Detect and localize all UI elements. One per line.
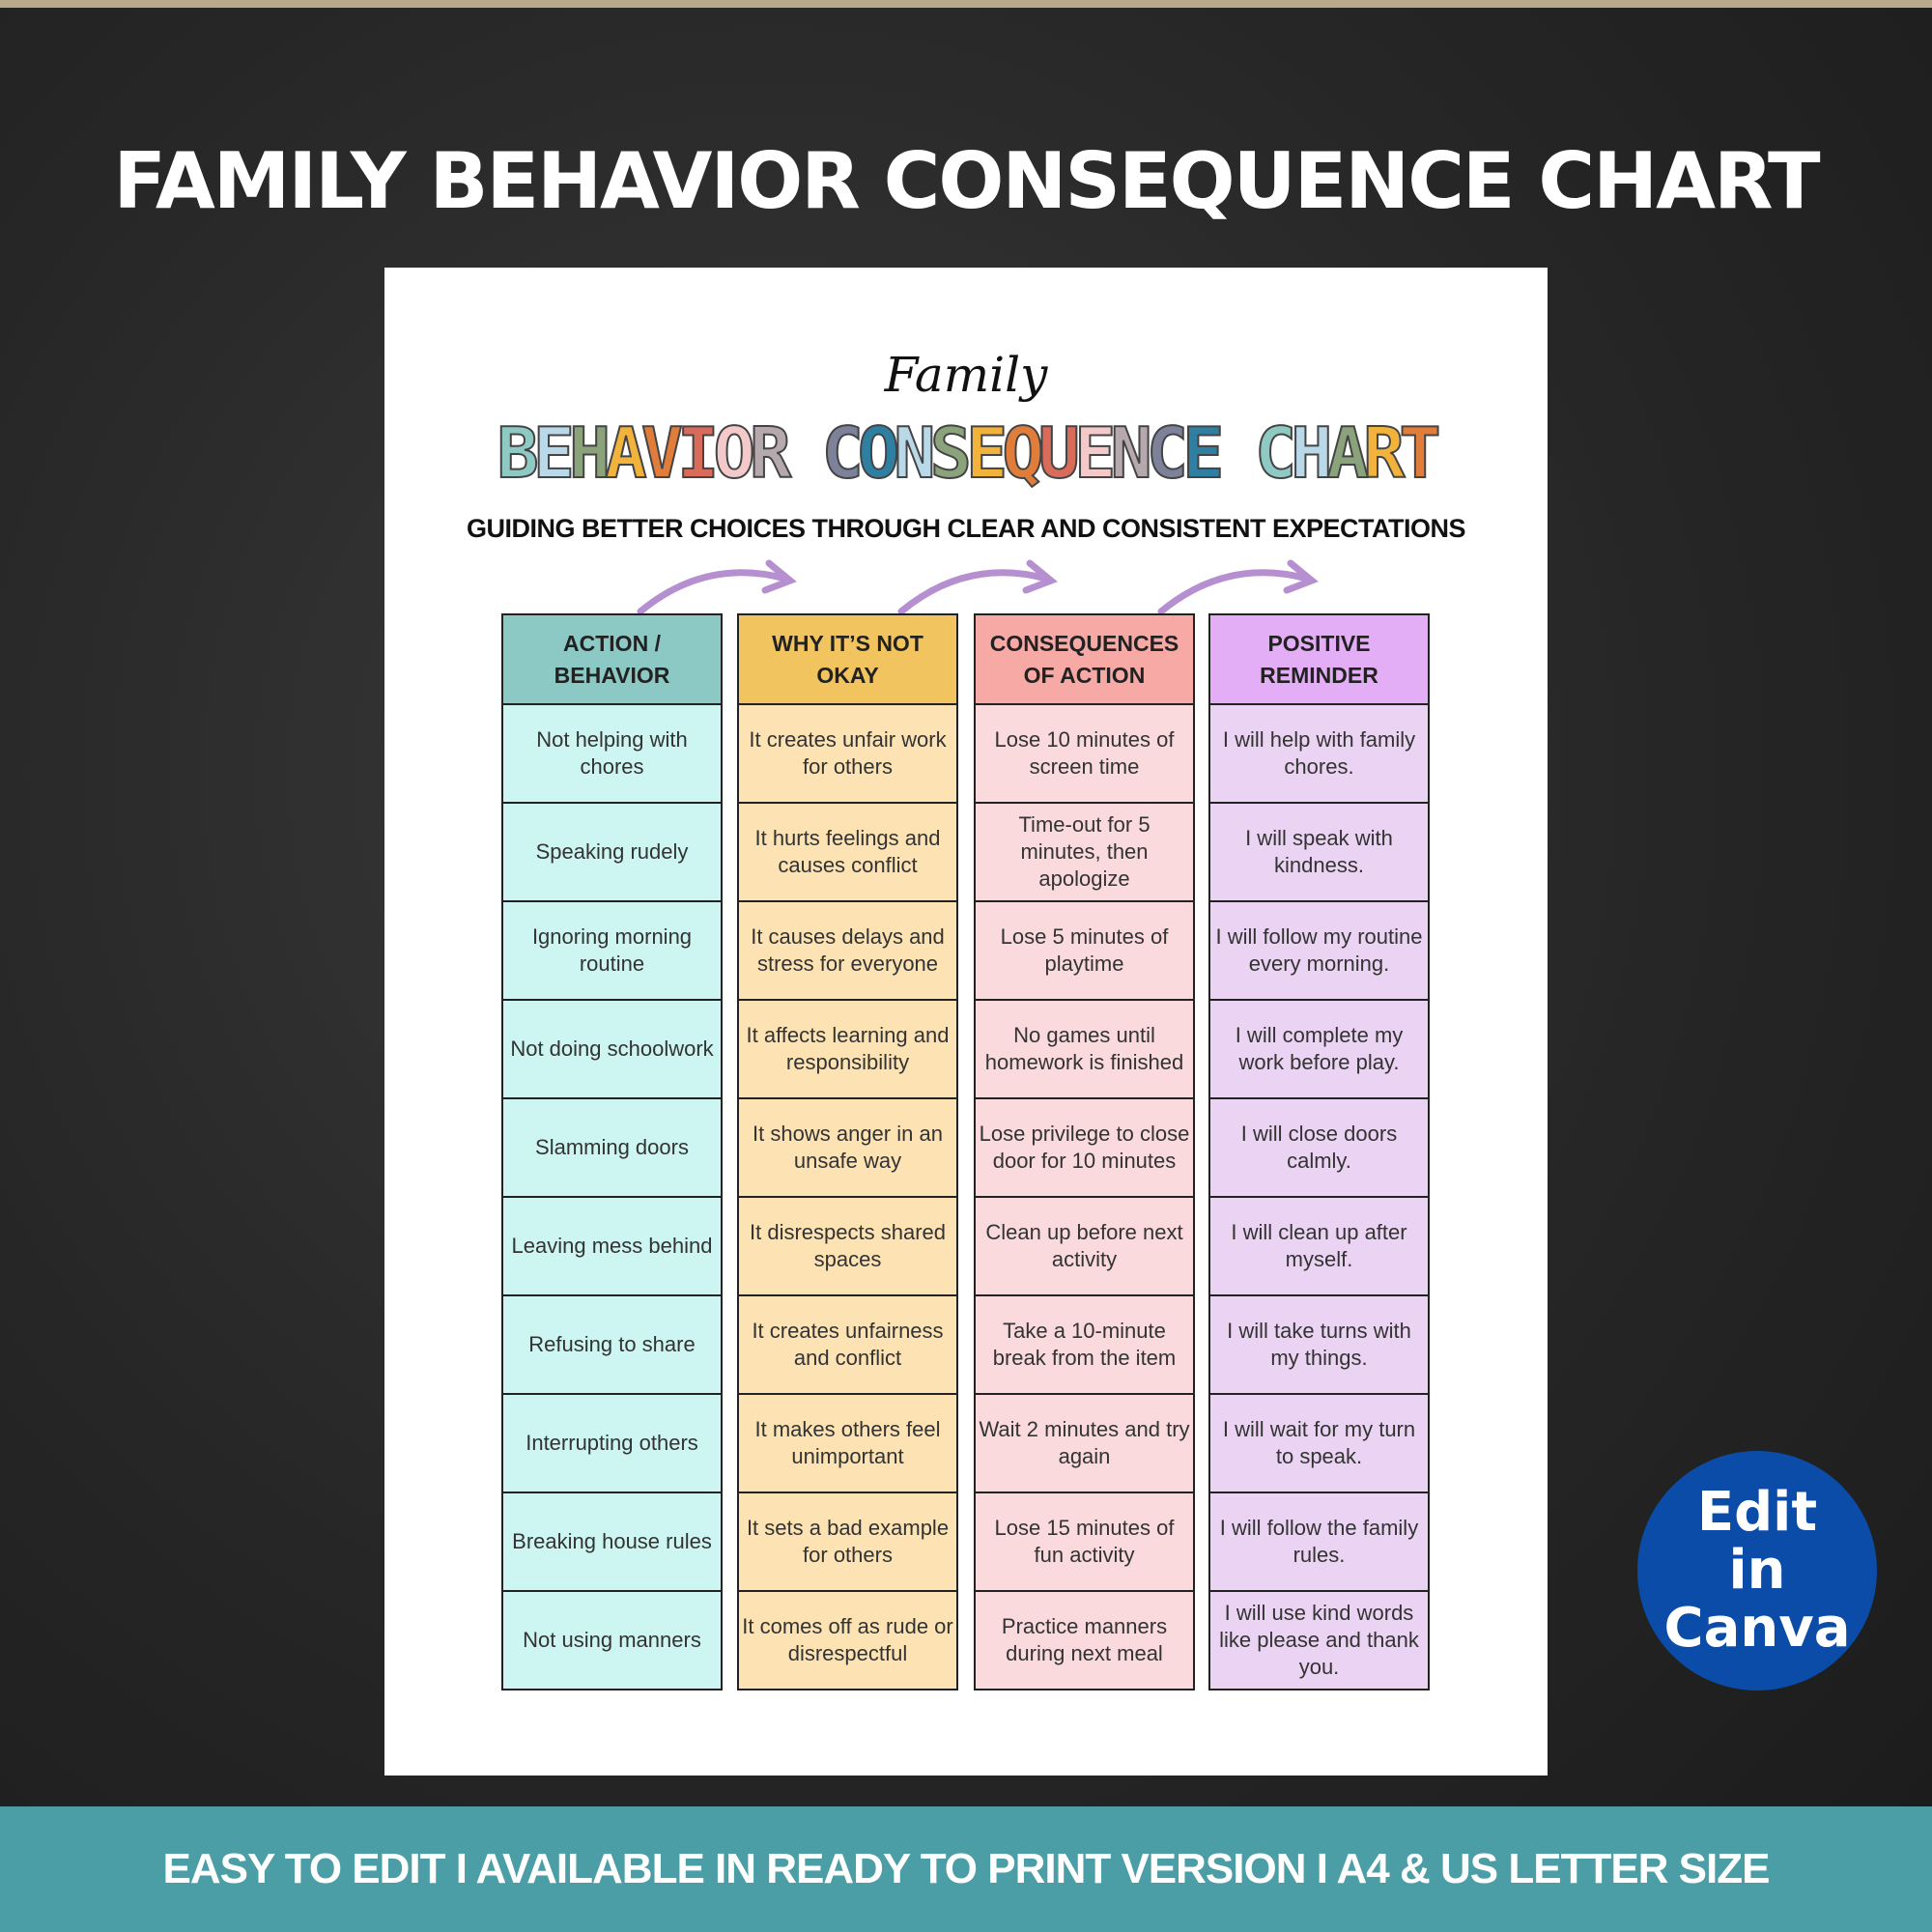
chart-column: ACTION / BEHAVIOR Not helping with chores… [501, 613, 723, 1690]
edit-in-canva-badge: Edit in Canva [1637, 1451, 1877, 1690]
table-cell: I will clean up after myself. [1208, 1198, 1430, 1296]
table-cell: I will wait for my turn to speak. [1208, 1395, 1430, 1493]
table-cell: Refusing to share [501, 1296, 723, 1395]
table-cell: Not using manners [501, 1592, 723, 1690]
table-cell: I will use kind words like please and th… [1208, 1592, 1430, 1690]
table-cell: Slamming doors [501, 1099, 723, 1198]
table-cell: It sets a bad example for others [737, 1493, 958, 1592]
table-cell: Take a 10-minute break from the item [974, 1296, 1195, 1395]
table-cell: Wait 2 minutes and try again [974, 1395, 1195, 1493]
column-header: ACTION / BEHAVIOR [501, 613, 723, 705]
arrow-head-icon [1283, 559, 1319, 594]
bottom-band: EASY TO EDIT I AVAILABLE IN READY TO PRI… [0, 1806, 1932, 1932]
table-cell: I will follow the family rules. [1208, 1493, 1430, 1592]
chart-column: POSITIVE REMINDER I will help with family… [1208, 613, 1430, 1690]
table-cell: It comes off as rude or disrespectful [737, 1592, 958, 1690]
table-cell: Lose 5 minutes of playtime [974, 902, 1195, 1001]
canva-badge-line: Canva [1663, 1597, 1851, 1660]
sheet-title: BEHAVIOR CONSEQUENCE CHART [496, 412, 1441, 495]
table-cell: It causes delays and stress for everyone [737, 902, 958, 1001]
column-header: CONSEQUENCES OF ACTION [974, 613, 1195, 705]
table-cell: Lose 10 minutes of screen time [974, 705, 1195, 804]
table-cell: Lose 15 minutes of fun activity [974, 1493, 1195, 1592]
table-cell: It hurts feelings and causes conflict [737, 804, 958, 902]
banner-title: FAMILY BEHAVIOR CONSEQUENCE CHART [113, 136, 1820, 226]
table-cell: Speaking rudely [501, 804, 723, 902]
sheet-subtitle: GUIDING BETTER CHOICES THROUGH CLEAR AND… [466, 514, 1466, 543]
table-cell: Lose privilege to close door for 10 minu… [974, 1099, 1195, 1198]
column-header: POSITIVE REMINDER [1208, 613, 1430, 705]
canva-badge-line: Edit [1696, 1481, 1818, 1544]
table-cell: It shows anger in an unsafe way [737, 1099, 958, 1198]
table-cell: I will close doors calmly. [1208, 1099, 1430, 1198]
arrow-head-icon [1022, 559, 1058, 594]
table-cell: I will follow my routine every morning. [1208, 902, 1430, 1001]
table-cell: Not helping with chores [501, 705, 723, 804]
canva-badge-line: in [1728, 1539, 1786, 1602]
column-header: WHY IT’S NOT OKAY [737, 613, 958, 705]
script-title: Family [884, 347, 1048, 403]
table-cell: I will speak with kindness. [1208, 804, 1430, 902]
table-cell: Interrupting others [501, 1395, 723, 1493]
table-cell: It disrespects shared spaces [737, 1198, 958, 1296]
arrow-head-icon [761, 559, 797, 594]
chart-column: CONSEQUENCES OF ACTION Lose 10 minutes of… [974, 613, 1195, 1690]
table-cell: Breaking house rules [501, 1493, 723, 1592]
table-cell: It makes others feel unimportant [737, 1395, 958, 1493]
chart-column: WHY IT’S NOT OKAY It creates unfair work … [737, 613, 958, 1690]
table-cell: Practice manners during next meal [974, 1592, 1195, 1690]
table-cell: Not doing schoolwork [501, 1001, 723, 1099]
chart-sheet: Family BEHAVIOR CONSEQUENCE CHART GUIDIN… [384, 268, 1548, 1776]
bottom-band-text: EASY TO EDIT I AVAILABLE IN READY TO PRI… [162, 1845, 1771, 1892]
table-cell: Leaving mess behind [501, 1198, 723, 1296]
table-cell: I will take turns with my things. [1208, 1296, 1430, 1395]
flow-arrows [637, 559, 1319, 615]
frame-edge [0, 0, 1932, 8]
arrow-icon [897, 569, 1050, 615]
table-cell: Clean up before next activity [974, 1198, 1195, 1296]
arrow-icon [637, 569, 789, 615]
table-cell: It affects learning and responsibility [737, 1001, 958, 1099]
table-cell: No games until homework is finished [974, 1001, 1195, 1099]
table-cell: Ignoring morning routine [501, 902, 723, 1001]
arrow-icon [1157, 569, 1311, 615]
table-cell: Time-out for 5 minutes, then apologize [974, 804, 1195, 902]
table-cell: I will complete my work before play. [1208, 1001, 1430, 1099]
table-cell: It creates unfair work for others [737, 705, 958, 804]
table-cell: It creates unfairness and conflict [737, 1296, 958, 1395]
table-cell: I will help with family chores. [1208, 705, 1430, 804]
